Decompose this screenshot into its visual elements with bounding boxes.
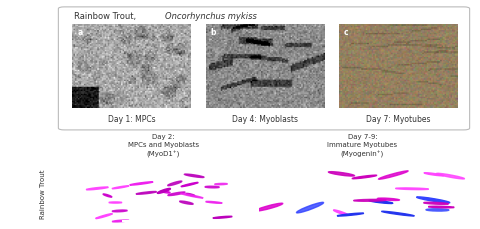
- Text: Rainbow Trout,: Rainbow Trout,: [74, 12, 139, 21]
- Ellipse shape: [396, 188, 429, 190]
- Ellipse shape: [426, 209, 449, 211]
- Text: Day 2:
MPCs and Myoblasts
(MyoD1⁺): Day 2: MPCs and Myoblasts (MyoD1⁺): [128, 134, 199, 158]
- Ellipse shape: [112, 220, 129, 222]
- Ellipse shape: [96, 214, 112, 219]
- Ellipse shape: [297, 202, 324, 213]
- Ellipse shape: [354, 199, 386, 201]
- Ellipse shape: [352, 175, 377, 179]
- Ellipse shape: [424, 202, 448, 204]
- Text: a: a: [77, 27, 83, 37]
- Text: Day 7-9:
Immature Myotubes
(Myogenin⁺): Day 7-9: Immature Myotubes (Myogenin⁺): [327, 134, 397, 158]
- Ellipse shape: [424, 173, 444, 176]
- Ellipse shape: [168, 181, 182, 186]
- Text: Day 7: Myotubes: Day 7: Myotubes: [366, 115, 430, 124]
- Text: Oncorhynchus mykiss: Oncorhynchus mykiss: [165, 12, 257, 21]
- Ellipse shape: [181, 182, 198, 187]
- Text: Day 4: Myoblasts: Day 4: Myoblasts: [232, 115, 298, 124]
- Ellipse shape: [86, 187, 108, 190]
- Ellipse shape: [436, 173, 465, 179]
- Ellipse shape: [136, 191, 156, 194]
- Ellipse shape: [382, 211, 414, 216]
- Ellipse shape: [369, 200, 393, 204]
- Ellipse shape: [161, 191, 170, 193]
- Ellipse shape: [379, 171, 408, 179]
- Ellipse shape: [180, 201, 193, 204]
- Ellipse shape: [168, 192, 185, 196]
- Ellipse shape: [417, 197, 450, 203]
- Ellipse shape: [334, 210, 348, 215]
- Text: b: b: [210, 27, 216, 37]
- Ellipse shape: [255, 203, 283, 211]
- Ellipse shape: [112, 210, 127, 212]
- Ellipse shape: [205, 186, 219, 188]
- Ellipse shape: [186, 193, 195, 196]
- Ellipse shape: [428, 206, 454, 208]
- Ellipse shape: [328, 172, 355, 176]
- Ellipse shape: [337, 213, 364, 216]
- Text: Rainbow Trout: Rainbow Trout: [40, 170, 46, 219]
- Ellipse shape: [180, 193, 203, 198]
- Ellipse shape: [184, 174, 204, 177]
- Ellipse shape: [112, 186, 129, 189]
- Ellipse shape: [130, 182, 153, 185]
- FancyBboxPatch shape: [59, 7, 469, 130]
- Ellipse shape: [206, 201, 222, 203]
- Ellipse shape: [109, 202, 122, 203]
- Text: c: c: [343, 27, 348, 37]
- Ellipse shape: [377, 198, 399, 200]
- Ellipse shape: [213, 216, 232, 218]
- Ellipse shape: [103, 194, 112, 197]
- Ellipse shape: [157, 188, 170, 194]
- Text: Day 1: MPCs: Day 1: MPCs: [108, 115, 156, 124]
- Ellipse shape: [215, 183, 228, 185]
